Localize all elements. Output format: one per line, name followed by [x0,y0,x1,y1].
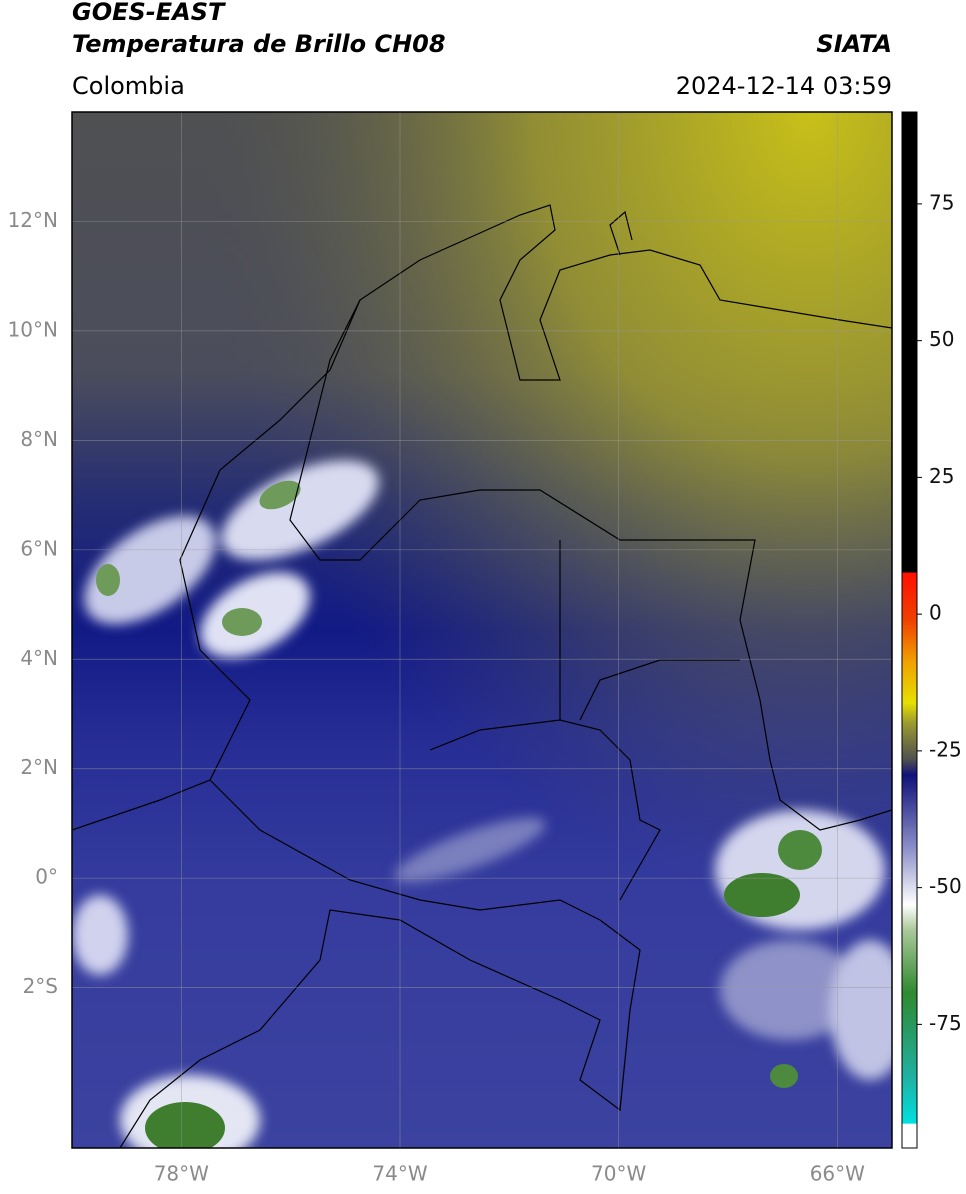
lat-tick-label: 8°N [20,427,58,451]
colorbar-tick-label: 75 [929,190,954,214]
colorbar-tick-label: 0 [929,601,942,625]
organization: SIATA [816,30,892,58]
lon-tick-label: 74°W [372,1162,427,1186]
colorbar-tick-label: 25 [929,464,954,488]
map-frame [71,111,893,1149]
lon-tick-label: 78°W [154,1162,209,1186]
lat-tick-label: 0° [35,865,58,889]
colorbar-tick-label: -50 [929,874,962,898]
lat-tick-label: 4°N [20,646,58,670]
lat-tick-label: 6°N [20,536,58,560]
lat-tick-label: 12°N [8,208,58,232]
title: GOES-EAST [72,0,226,26]
subtitle: Temperatura de Brillo CH08 [72,30,446,58]
colorbar-tick-label: -25 [929,737,962,761]
datetime: 2024-12-14 03:59 [676,72,892,100]
lat-tick-label: 2°N [20,755,58,779]
satellite-image [72,112,892,1148]
lon-tick-label: 66°W [810,1162,865,1186]
colorbar [901,111,918,1149]
colorbar-tick-label: -75 [929,1011,962,1035]
region: Colombia [72,72,185,100]
lat-tick-label: 2°S [23,974,58,998]
colorbar-tick-label: 50 [929,327,954,351]
lon-tick-label: 70°W [591,1162,646,1186]
lat-tick-label: 10°N [8,317,58,341]
